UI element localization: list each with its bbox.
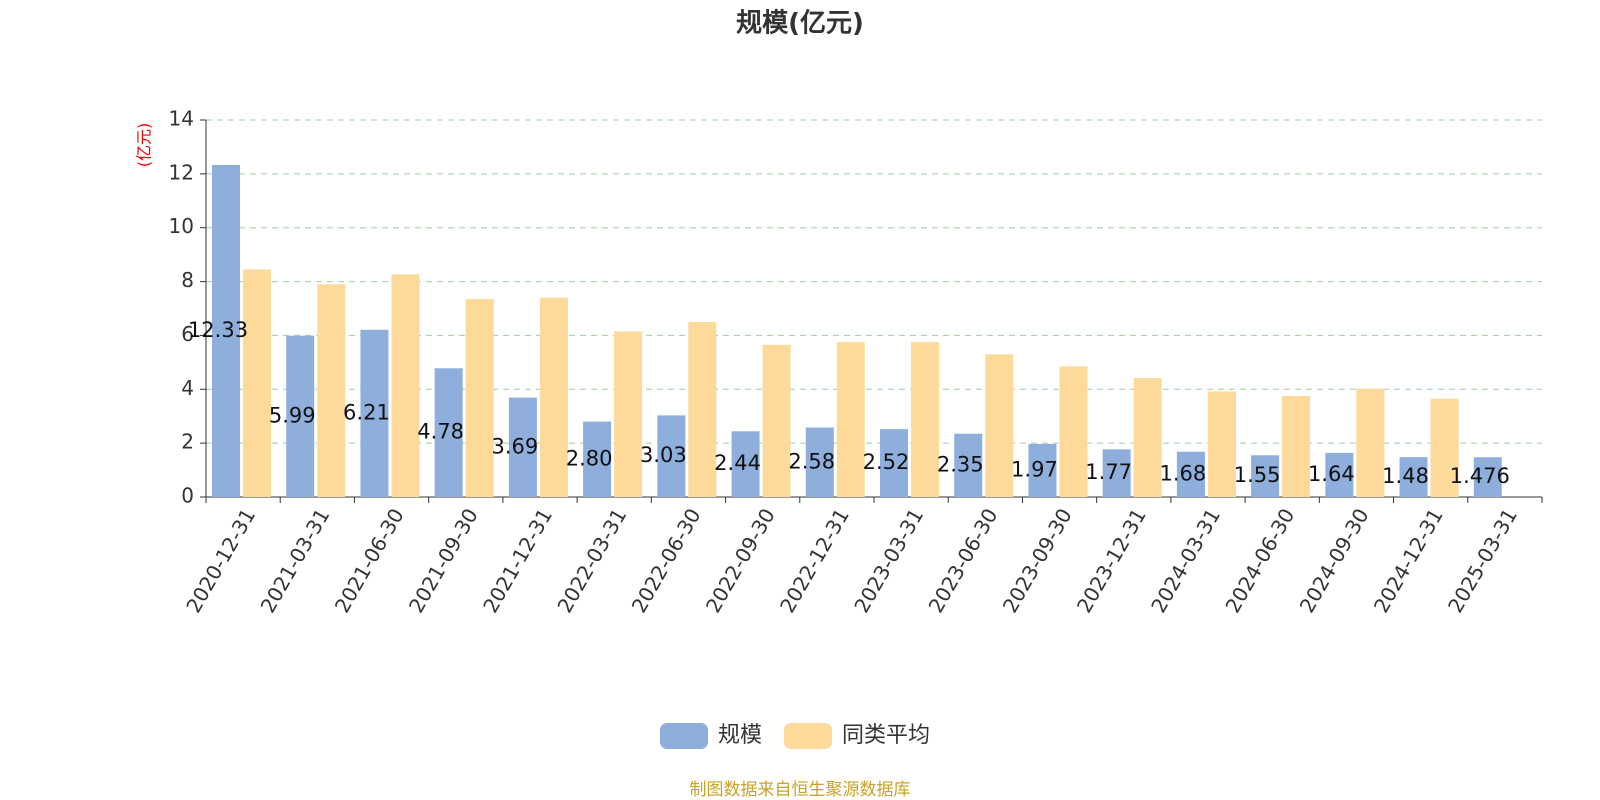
chart-title: 规模(亿元) [736, 9, 864, 39]
data-label: 1.97 [1011, 457, 1058, 481]
data-label: 1.55 [1234, 463, 1281, 487]
bar [614, 331, 643, 497]
bar [286, 335, 315, 497]
bar [583, 421, 612, 497]
data-label: 2.80 [566, 446, 613, 470]
legend-label: 规模 [718, 723, 762, 748]
bar [1473, 457, 1502, 497]
data-label: 1.64 [1308, 462, 1355, 486]
bar [508, 397, 537, 497]
bar [954, 433, 983, 497]
data-label: 5.99 [269, 403, 316, 427]
x-tick-label: 2025-03-31 [1443, 504, 1522, 617]
bar [731, 431, 760, 497]
data-label: 1.476 [1450, 464, 1510, 488]
x-tick-label: 2023-03-31 [849, 504, 928, 617]
data-label: 12.33 [188, 318, 248, 342]
y-tick-label: 2 [181, 430, 194, 454]
x-tick-label: 2022-06-30 [627, 504, 706, 617]
bar [465, 299, 494, 497]
x-tick-label: 2024-03-31 [1146, 504, 1225, 617]
bar [360, 329, 389, 497]
x-tick-label: 2022-12-31 [775, 504, 854, 617]
legend-swatch [784, 723, 833, 749]
bar [911, 342, 939, 497]
x-tick-label: 2023-06-30 [924, 504, 1003, 617]
x-tick-label: 2024-06-30 [1220, 504, 1299, 617]
bar [1059, 366, 1088, 497]
y-tick-label: 14 [169, 107, 194, 131]
data-label: 1.48 [1382, 464, 1429, 488]
data-label: 1.77 [1085, 460, 1132, 484]
bar [880, 429, 908, 497]
y-axis-label: (亿元) [135, 123, 154, 168]
x-tick-label: 2021-12-31 [478, 504, 557, 617]
bar [1430, 398, 1459, 497]
x-tick-label: 2021-09-30 [404, 504, 483, 617]
bar [1207, 391, 1236, 497]
data-label: 1.68 [1160, 461, 1207, 485]
bar [317, 284, 346, 497]
bar [762, 344, 791, 497]
x-tick-label: 2021-03-31 [256, 504, 335, 617]
bar [805, 427, 834, 497]
legend-swatch [660, 723, 708, 749]
bar [434, 368, 463, 497]
data-label: 3.69 [492, 434, 539, 458]
y-tick-label: 6 [181, 322, 194, 346]
x-tick-label: 2022-09-30 [701, 504, 780, 617]
bar [1102, 449, 1131, 497]
x-tick-label: 2022-03-31 [552, 504, 631, 617]
x-tick-label: 2020-12-31 [181, 504, 260, 617]
bar [212, 164, 240, 498]
data-label: 2.35 [937, 452, 984, 476]
bar [836, 342, 865, 497]
bar [391, 274, 420, 497]
source-note: 制图数据来自恒生聚源数据库 [690, 780, 911, 800]
x-tick-label: 2023-09-30 [998, 504, 1077, 617]
bar [1133, 377, 1162, 497]
x-tick-label: 2021-06-30 [330, 504, 409, 617]
y-tick-label: 4 [181, 376, 194, 400]
bar [657, 415, 686, 497]
x-tick-label: 2023-12-31 [1072, 504, 1151, 617]
bar [985, 354, 1014, 497]
bar [243, 269, 271, 497]
bar [1399, 457, 1428, 497]
bar [1282, 396, 1311, 497]
data-label: 4.78 [417, 420, 464, 444]
y-tick-label: 12 [169, 160, 194, 184]
bar [1176, 451, 1205, 497]
bar [1251, 455, 1280, 497]
data-label: 2.58 [788, 449, 835, 473]
y-tick-label: 8 [181, 268, 194, 292]
x-tick-label: 2024-12-31 [1369, 504, 1448, 617]
data-label: 2.52 [863, 450, 910, 474]
data-label: 2.44 [714, 451, 761, 475]
data-label: 3.03 [640, 443, 687, 467]
bar [1028, 443, 1057, 497]
y-tick-label: 0 [181, 484, 194, 508]
bar [539, 297, 568, 497]
bar [688, 321, 717, 497]
bar [1356, 388, 1385, 497]
bar [1325, 452, 1354, 497]
legend-label: 同类平均 [842, 723, 930, 748]
data-label: 6.21 [343, 400, 390, 424]
x-tick-label: 2024-09-30 [1295, 504, 1374, 617]
y-tick-label: 10 [169, 214, 194, 238]
